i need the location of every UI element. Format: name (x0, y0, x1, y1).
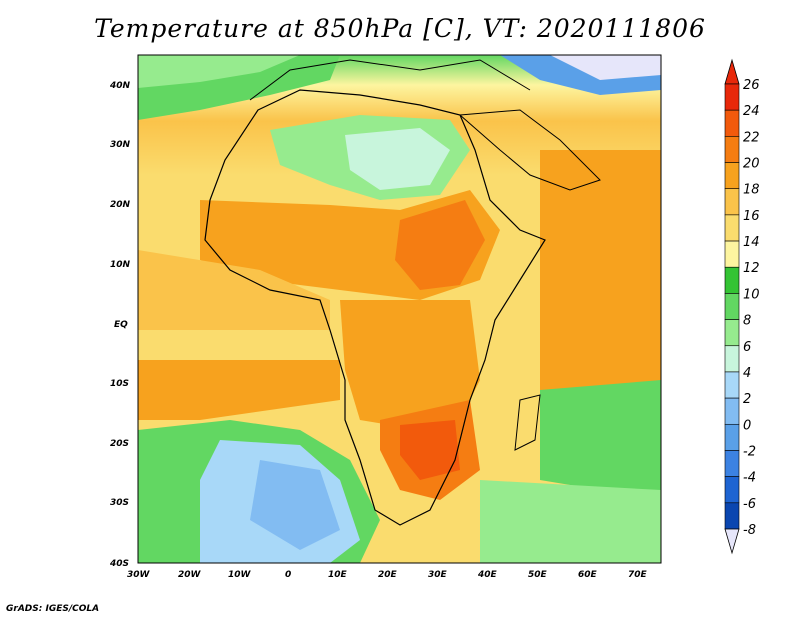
lon-tick-label: 10W (228, 570, 252, 580)
europe-coast (249, 59, 531, 101)
colorbar-segment (724, 450, 740, 477)
colorbar-label: 12 (743, 261, 760, 276)
colorbar-label: -6 (743, 497, 756, 512)
lon-tick-label: 40E (477, 570, 498, 580)
arabia-outline (458, 109, 601, 191)
lat-tick-labels: 40N 30N 20N 10N EQ 10S 20S 30S 40S (109, 81, 131, 569)
colorbar-segment (724, 319, 740, 347)
colorbar-top-arrow (724, 58, 740, 85)
south-atlantic-colder (250, 460, 340, 550)
africa-outline (204, 89, 546, 526)
colorbar-bottom-arrow (724, 528, 740, 555)
colorbar-segment (724, 214, 740, 242)
colorbar-label: 8 (743, 314, 751, 329)
colorbar-label: 18 (743, 183, 760, 198)
northeast-coldest (550, 55, 661, 80)
lat-tick-label: 20N (110, 200, 131, 210)
sahara-coolest (345, 128, 450, 190)
tropical-atlantic (138, 250, 330, 330)
colorbar-segment (724, 188, 740, 216)
colorbar-label: -2 (743, 444, 756, 459)
colorbar-segment (724, 476, 740, 504)
colorbar-segment (724, 423, 740, 451)
lon-tick-label: 10E (328, 570, 348, 580)
colorbar-segment (724, 109, 740, 137)
colorbar-label: -8 (743, 523, 756, 538)
lat-tick-label: 40N (109, 81, 131, 91)
temperature-field (138, 55, 661, 563)
madagascar-outline (514, 394, 541, 451)
lat-tick-label: EQ (114, 320, 128, 330)
map-frame (137, 54, 662, 564)
colorbar-segment (724, 266, 740, 294)
east-africa-hot (395, 200, 485, 290)
central-africa-warm (340, 300, 480, 430)
colorbar-segment (724, 397, 740, 425)
map-title: Temperature at 850hPa [C], VT: 202011180… (94, 14, 706, 43)
colorbar-segment (724, 83, 740, 111)
colorbar-segment (724, 240, 740, 268)
colorbar-label: 4 (743, 366, 751, 381)
colorbar-label: 20 (743, 157, 760, 172)
colorbar-label: 22 (743, 130, 760, 145)
southern-africa-hottest (400, 420, 460, 480)
lon-tick-label: 50E (528, 570, 548, 580)
colorbar-segment (724, 502, 740, 530)
indian-ocean-cool (540, 380, 661, 500)
lon-tick-label: 20E (378, 570, 398, 580)
southern-indian-cool (480, 480, 661, 563)
lon-tick-label: 60E (578, 570, 598, 580)
colorbar-segment (724, 136, 740, 163)
lat-tick-label: 10S (110, 379, 129, 389)
colorbar-segment (724, 293, 740, 320)
colorbar-label: -4 (743, 471, 756, 486)
colorbar-segment (724, 162, 740, 190)
colorbar-label: 0 (743, 418, 751, 433)
lat-tick-label: 30S (110, 498, 129, 508)
lat-tick-label: 10N (110, 260, 131, 270)
lon-tick-label: 30W (127, 570, 151, 580)
lon-tick-label: 20W (178, 570, 202, 580)
colorbar-label: 10 (743, 287, 760, 302)
lon-tick-label: 70E (628, 570, 648, 580)
colorbar-label: 2 (743, 392, 751, 407)
colorbar-label: 6 (743, 340, 751, 355)
colorbar-label: 16 (743, 209, 760, 224)
lat-tick-label: 30N (110, 140, 131, 150)
colorbar-label: 24 (743, 104, 760, 119)
lat-tick-label: 40S (109, 559, 129, 569)
lon-tick-label: 0 (285, 570, 291, 580)
lon-tick-label: 30E (428, 570, 448, 580)
colorbar-segment (724, 345, 740, 373)
south-atlantic-warm (138, 360, 340, 420)
north-atlantic-cooler (138, 55, 300, 88)
colorbar-label: 14 (743, 235, 760, 250)
lon-tick-labels: 30W 20W 10W 0 10E 20E 30E 40E 50E 60E 70… (127, 570, 648, 580)
credit-text: GrADS: IGES/COLA (6, 604, 100, 614)
lat-tick-label: 20S (110, 439, 129, 449)
colorbar-segment (724, 371, 740, 399)
colorbar-label: 26 (743, 78, 760, 93)
indian-ocean-warm (540, 150, 661, 420)
